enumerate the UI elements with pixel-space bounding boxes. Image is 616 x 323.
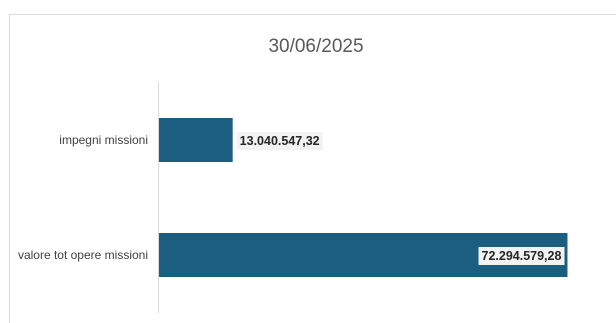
category-label: impegni missioni	[59, 133, 148, 147]
data-label: 72.294.579,28	[482, 249, 562, 263]
data-label: 13.040.547,32	[240, 134, 320, 148]
data-label-background	[478, 247, 565, 265]
data-label-background	[236, 132, 323, 150]
chart-title: 30/06/2025	[268, 36, 363, 57]
category-label: valore tot opere missioni	[18, 248, 148, 262]
chart-marks: impegni missioni 13.040.547,32 valore tot …	[18, 118, 568, 277]
bar	[159, 118, 233, 162]
